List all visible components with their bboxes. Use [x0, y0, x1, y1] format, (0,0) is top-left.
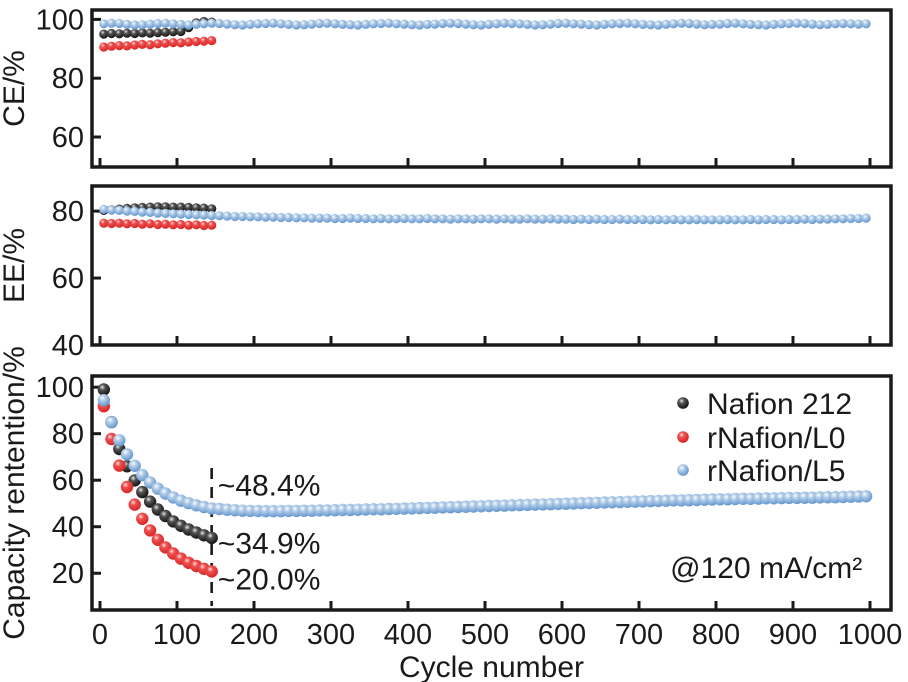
y-tick-label: 60 — [52, 465, 84, 497]
y-tick-label: 100 — [36, 4, 84, 36]
annotation-retention-rnafion-l5: ~48.4% — [218, 469, 321, 502]
x-tick-label: 500 — [461, 619, 509, 651]
series-rnafion_l0 — [99, 36, 217, 52]
panel-frame — [90, 8, 893, 169]
x-tick-label: 900 — [769, 619, 817, 651]
y-axis-title-ce: CE/% — [0, 50, 31, 127]
legend-label-rnafion_l5: rNafion/L5 — [707, 455, 845, 488]
y-tick-label: 100 — [36, 372, 84, 404]
panel-frame — [90, 184, 893, 347]
x-tick-label: 1000 — [838, 619, 903, 651]
x-tick-label: 600 — [538, 619, 586, 651]
y-axis-title-capacity: Capacity rentention/% — [0, 346, 31, 640]
y-tick-label: 60 — [52, 122, 84, 154]
x-tick-label: 700 — [615, 619, 663, 651]
legend-item-rnafion_l5: rNafion/L5 — [677, 455, 845, 488]
x-tick-label: 400 — [384, 619, 432, 651]
legend-item-nafion212: Nafion 212 — [677, 388, 852, 421]
series-rnafion_l5 — [97, 394, 873, 518]
legend-label-rnafion_l0: rNafion/L0 — [707, 422, 845, 455]
x-tick-label: 0 — [92, 619, 108, 651]
y-tick-label: 80 — [52, 419, 84, 451]
series-rnafion_l5 — [99, 204, 871, 225]
x-tick-label: 100 — [153, 619, 201, 651]
series-nafion212 — [97, 383, 218, 545]
annotation-retention-rnafion-l0: ~20.0% — [218, 564, 321, 597]
y-tick-label: 20 — [52, 558, 84, 590]
panel-capacity: 20 40 60 80 100 ~48.4% ~34.9% ~20.0% @120 mA/cm²… — [0, 346, 902, 682]
legend-marker-rnafion_l5 — [677, 464, 689, 476]
annotation-retention-nafion-212: ~34.9% — [218, 527, 321, 560]
y-tick-label: 80 — [52, 196, 84, 228]
y-axis-title-ee: EE/% — [0, 228, 31, 303]
y-tick-label: 40 — [52, 330, 84, 362]
y-tick-label: 60 — [52, 263, 84, 295]
legend-marker-rnafion_l0 — [677, 431, 689, 443]
x-tick-label: 200 — [230, 619, 278, 651]
panel-frame — [90, 374, 893, 612]
y-tick-label: 40 — [52, 512, 84, 544]
x-axis-title: Cycle number — [399, 651, 584, 682]
legend-item-rnafion_l0: rNafion/L0 — [677, 422, 845, 455]
series-rnafion_l5 — [99, 18, 871, 30]
annotation-current-density: @120 mA/cm² — [670, 552, 862, 585]
x-tick-label: 300 — [307, 619, 355, 651]
legend-label-nafion212: Nafion 212 — [707, 388, 852, 421]
legend-marker-nafion212 — [677, 397, 689, 409]
series-rnafion_l0 — [99, 218, 217, 231]
panel-ee: 40 60 80 EE/% — [0, 184, 893, 362]
x-tick-label: 800 — [692, 619, 740, 651]
y-tick-label: 80 — [52, 63, 84, 95]
